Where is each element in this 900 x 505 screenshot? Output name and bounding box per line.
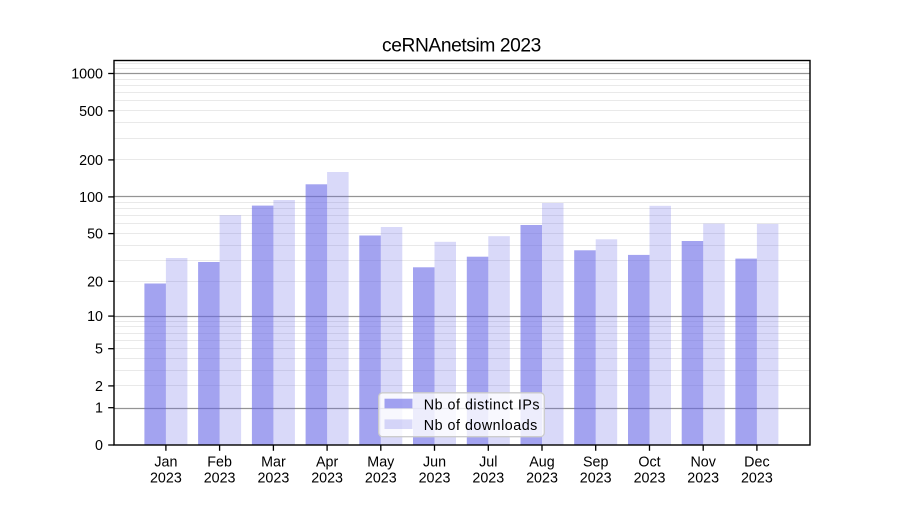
svg-text:2023: 2023 — [634, 471, 666, 487]
svg-text:1000: 1000 — [71, 67, 103, 83]
svg-text:2023: 2023 — [580, 471, 612, 487]
svg-text:20: 20 — [87, 274, 103, 290]
svg-text:Feb: Feb — [207, 454, 232, 470]
svg-text:2023: 2023 — [311, 471, 343, 487]
svg-text:Nb of distinct IPs: Nb of distinct IPs — [424, 397, 540, 413]
svg-text:Aug: Aug — [529, 454, 554, 470]
svg-text:2023: 2023 — [419, 471, 451, 487]
svg-text:2023: 2023 — [365, 471, 397, 487]
svg-text:2023: 2023 — [257, 471, 289, 487]
svg-text:500: 500 — [79, 104, 103, 120]
svg-text:Oct: Oct — [638, 454, 660, 470]
svg-text:100: 100 — [79, 190, 103, 206]
svg-text:10: 10 — [87, 309, 103, 325]
svg-text:Nb of downloads: Nb of downloads — [424, 418, 538, 434]
svg-text:0: 0 — [95, 438, 103, 454]
svg-text:2023: 2023 — [150, 471, 182, 487]
svg-text:Apr: Apr — [316, 454, 338, 470]
svg-text:Dec: Dec — [744, 454, 769, 470]
svg-text:Jan: Jan — [154, 454, 177, 470]
svg-text:Nov: Nov — [690, 454, 716, 470]
svg-text:Jul: Jul — [479, 454, 497, 470]
svg-text:5: 5 — [95, 342, 103, 358]
svg-text:2023: 2023 — [526, 471, 558, 487]
svg-text:200: 200 — [79, 153, 103, 169]
svg-text:2: 2 — [95, 379, 103, 395]
svg-text:May: May — [367, 454, 395, 470]
svg-text:Sep: Sep — [583, 454, 608, 470]
svg-text:2023: 2023 — [741, 471, 773, 487]
svg-text:Mar: Mar — [261, 454, 286, 470]
svg-text:2023: 2023 — [472, 471, 504, 487]
svg-text:1: 1 — [95, 401, 103, 417]
svg-text:2023: 2023 — [204, 471, 236, 487]
svg-text:50: 50 — [87, 227, 103, 243]
svg-text:2023: 2023 — [687, 471, 719, 487]
svg-text:ceRNAnetsim 2023: ceRNAnetsim 2023 — [382, 36, 541, 57]
svg-text:Jun: Jun — [423, 454, 446, 470]
